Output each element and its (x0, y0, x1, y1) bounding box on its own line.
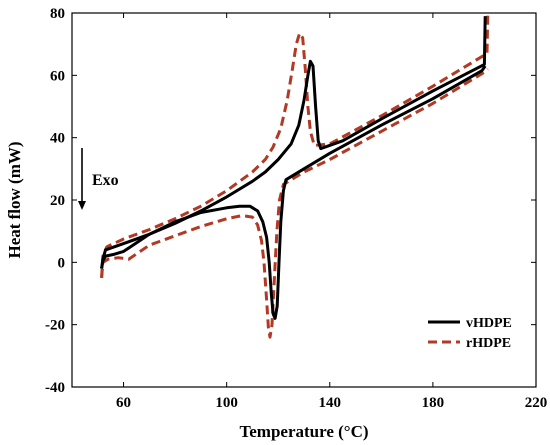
plot-curves (100, 12, 490, 339)
legend-label-vHDPE: vHDPE (466, 316, 512, 331)
x-tick-label: 180 (422, 395, 445, 411)
legend-label-rHDPE: rHDPE (466, 336, 511, 351)
y-tick-label: 40 (50, 131, 65, 147)
y-tick-label: -40 (45, 380, 65, 396)
y-tick-label: -20 (45, 318, 65, 334)
series-line-rHDPE (100, 67, 489, 339)
x-axis-title: Temperature (°C) (239, 422, 368, 441)
y-tick-label: 80 (50, 6, 65, 22)
x-tick-label: 60 (116, 395, 131, 411)
x-tick-label: 140 (319, 395, 342, 411)
exo-arrow-head (78, 201, 86, 210)
y-axis-title: Heat flow (mW) (5, 141, 24, 258)
x-axis-ticks: 60 100 140 180 220 (116, 13, 547, 411)
y-tick-label: 0 (58, 255, 66, 271)
exo-label: Exo (92, 172, 119, 189)
y-tick-label: 60 (50, 68, 65, 84)
x-tick-label: 220 (525, 395, 548, 411)
x-tick-label: 100 (215, 395, 238, 411)
series-line-rHDPE (100, 12, 490, 278)
exo-annotation: Exo (78, 148, 119, 210)
series-line-vHDPE (100, 65, 487, 320)
y-axis-ticks: -40 -20 0 20 40 60 80 (45, 6, 536, 396)
legend: vHDPE rHDPE (428, 316, 512, 351)
y-tick-label: 20 (50, 193, 65, 209)
